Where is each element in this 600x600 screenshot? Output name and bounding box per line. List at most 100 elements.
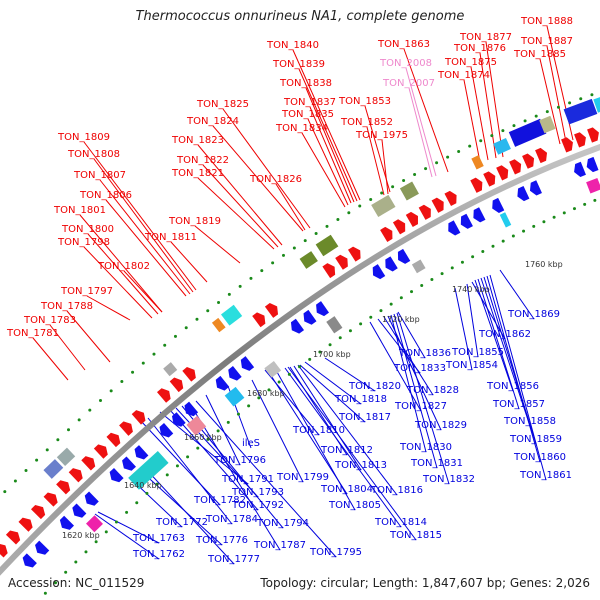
tick-mark: [534, 114, 538, 118]
gene-label[interactable]: TON_1776: [195, 535, 248, 546]
gene-label[interactable]: TON_1861: [519, 470, 572, 481]
gene-label[interactable]: TON_1839: [272, 59, 325, 70]
gene-label[interactable]: TON_1874: [437, 70, 490, 81]
gene-label[interactable]: TON_1975: [355, 130, 408, 141]
tick-mark: [399, 296, 403, 300]
label-leader-line: [397, 311, 426, 359]
gene-label[interactable]: TON_1796: [213, 455, 266, 466]
kbp-tick-label: 1720 kbp: [382, 315, 420, 324]
gene-label[interactable]: TON_1824: [186, 116, 239, 127]
gene-label[interactable]: TON_1815: [389, 530, 442, 541]
gene-label[interactable]: TON_1857: [492, 399, 545, 410]
gene-label[interactable]: TON_1777: [207, 554, 260, 565]
gene-label[interactable]: TON_1794: [256, 518, 309, 529]
gene-label[interactable]: TON_1822: [176, 155, 229, 166]
gene-label[interactable]: TON_1800: [61, 224, 114, 235]
gene-label[interactable]: TON_1854: [445, 360, 498, 371]
gene-label[interactable]: TON_1862: [478, 329, 531, 340]
forward-gene-arrow: [43, 492, 58, 507]
gene-label[interactable]: TON_1828: [406, 385, 459, 396]
gene-label[interactable]: TON_1833: [393, 363, 446, 374]
gene-label[interactable]: TON_1817: [338, 412, 391, 423]
tick-mark: [104, 530, 108, 534]
gene-label[interactable]: TON_1788: [40, 301, 93, 312]
gene-label[interactable]: TON_1797: [60, 286, 113, 297]
gene-label[interactable]: TON_1805: [328, 500, 381, 511]
gene-label[interactable]: TON_1804: [320, 484, 373, 495]
gene-label[interactable]: TON_1811: [144, 232, 197, 243]
gene-label[interactable]: TON_1818: [334, 394, 387, 405]
gene-label[interactable]: TON_1813: [334, 460, 387, 471]
gene-label[interactable]: TON_1829: [414, 420, 467, 431]
gene-label[interactable]: TON_1827: [394, 401, 447, 412]
gene-label[interactable]: TON_1825: [196, 99, 249, 110]
gene-label[interactable]: TON_1830: [399, 442, 452, 453]
gene-label[interactable]: TON_1840: [266, 40, 319, 51]
gene-label[interactable]: TON_1855: [451, 347, 504, 358]
gene-label[interactable]: TON_1807: [73, 170, 126, 181]
feature-block: [586, 177, 600, 194]
gene-label[interactable]: TON_1823: [171, 135, 224, 146]
gene-label[interactable]: TON_1837: [283, 97, 336, 108]
gene-label[interactable]: TON_1888: [520, 16, 573, 27]
gene-label[interactable]: TON_1853: [338, 96, 391, 107]
gene-label[interactable]: TON_1834: [275, 123, 328, 134]
gene-label[interactable]: TON_1821: [171, 168, 224, 179]
gene-label[interactable]: TON_1814: [374, 517, 427, 528]
gene-label[interactable]: ileS: [242, 438, 260, 449]
gene-label[interactable]: TON_1808: [67, 149, 120, 160]
gene-label[interactable]: TON_1885: [513, 49, 566, 60]
gene-label[interactable]: TON_1876: [453, 43, 506, 54]
gene-label[interactable]: TON_1787: [253, 540, 306, 551]
gene-label[interactable]: TON_1772: [155, 517, 208, 528]
gene-label[interactable]: TON_1792: [231, 500, 284, 511]
gene-label[interactable]: TON_1802: [97, 261, 150, 272]
gene-label[interactable]: TON_1869: [507, 309, 560, 320]
gene-label[interactable]: TON_2007: [382, 78, 435, 89]
gene-label[interactable]: TON_1812: [320, 445, 373, 456]
gene-label[interactable]: TON_1887: [520, 36, 573, 47]
tick-mark: [238, 284, 242, 288]
gene-label[interactable]: TON_1859: [509, 434, 562, 445]
gene-label[interactable]: TON_1816: [370, 485, 423, 496]
gene-label[interactable]: TON_1852: [340, 117, 393, 128]
reverse-gene-arrow: [171, 412, 186, 427]
reverse-gene-arrow: [372, 264, 386, 280]
gene-label[interactable]: TON_1791: [221, 474, 274, 485]
forward-gene-arrow: [587, 127, 599, 143]
gene-label[interactable]: TON_1838: [279, 78, 332, 89]
gene-label[interactable]: TON_2008: [379, 58, 432, 69]
gene-label[interactable]: TON_1762: [132, 549, 185, 560]
gene-label[interactable]: TON_1835: [281, 109, 334, 120]
gene-label[interactable]: TON_1801: [53, 205, 106, 216]
gene-label[interactable]: TON_1836: [398, 348, 451, 359]
gene-label[interactable]: TON_1798: [57, 237, 110, 248]
gene-label[interactable]: TON_1820: [348, 381, 401, 392]
gene-label[interactable]: TON_1875: [444, 57, 497, 68]
gene-label[interactable]: TON_1832: [422, 474, 475, 485]
gene-label[interactable]: TON_1860: [513, 452, 566, 463]
feature-block: [264, 360, 282, 378]
gene-label[interactable]: TON_1826: [249, 174, 302, 185]
gene-label[interactable]: TON_1809: [57, 132, 110, 143]
label-leader-line: [49, 324, 86, 371]
gene-label[interactable]: TON_1863: [377, 39, 430, 50]
gene-label[interactable]: TON_1795: [309, 547, 362, 558]
gene-label[interactable]: TON_1784: [205, 514, 258, 525]
gene-label[interactable]: TON_1831: [410, 458, 463, 469]
gene-label[interactable]: TON_1819: [168, 216, 221, 227]
gene-label[interactable]: TON_1877: [459, 32, 512, 43]
gene-label[interactable]: TON_1806: [79, 190, 132, 201]
gene-label[interactable]: TON_1793: [231, 487, 284, 498]
gene-label[interactable]: TON_1799: [276, 472, 329, 483]
tick-mark: [369, 197, 373, 201]
label-leader-line: [123, 270, 163, 313]
gene-label[interactable]: TON_1856: [486, 381, 539, 392]
gene-label[interactable]: TON_1810: [292, 425, 345, 436]
gene-label[interactable]: TON_1783: [23, 315, 76, 326]
gene-label[interactable]: TON_1782: [193, 495, 246, 506]
gene-label[interactable]: TON_1781: [6, 328, 59, 339]
forward-gene-arrow: [182, 367, 196, 382]
gene-label[interactable]: TON_1858: [503, 416, 556, 427]
gene-label[interactable]: TON_1763: [132, 533, 185, 544]
